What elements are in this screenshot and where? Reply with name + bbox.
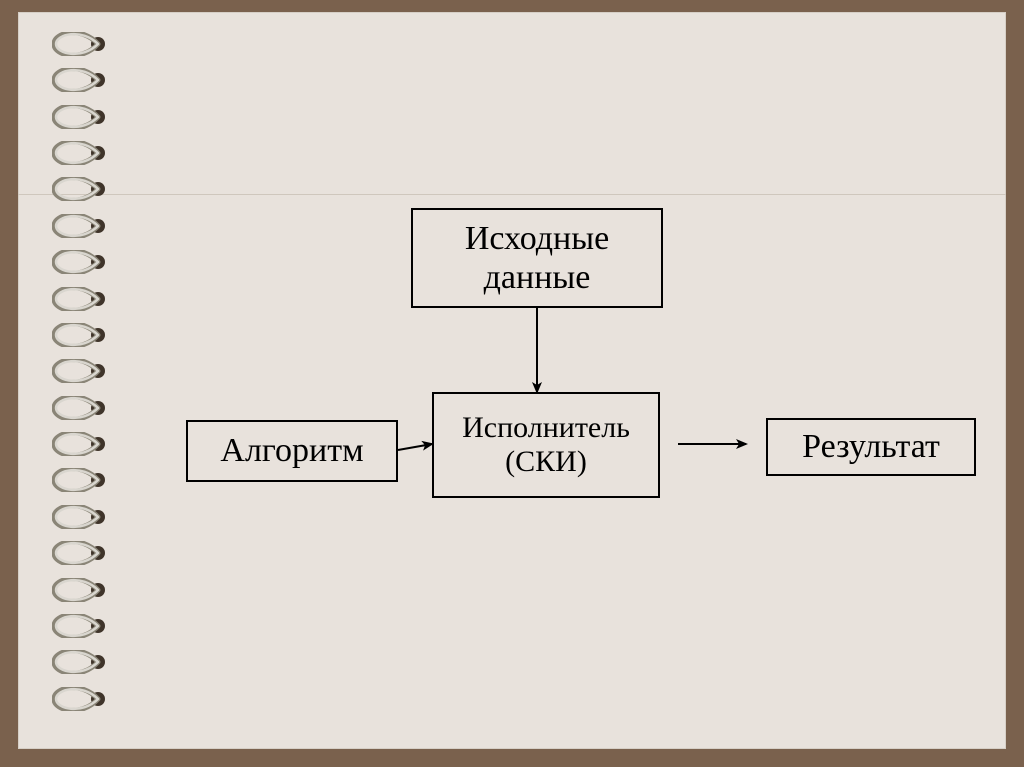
flowchart: Исходные данные Алгоритм Исполнитель (СК… [18, 12, 1006, 749]
node-result: Результат [766, 418, 976, 476]
node-label: Исполнитель (СКИ) [462, 411, 630, 480]
flowchart-arrows [18, 12, 1006, 749]
node-input-data: Исходные данные [411, 208, 663, 308]
node-label: Результат [802, 427, 940, 466]
node-algorithm: Алгоритм [186, 420, 398, 482]
node-label: Алгоритм [220, 431, 363, 470]
slide-frame: Исходные данные Алгоритм Исполнитель (СК… [0, 0, 1024, 767]
node-label: Исходные данные [465, 219, 609, 297]
node-executor: Исполнитель (СКИ) [432, 392, 660, 498]
slide-page: Исходные данные Алгоритм Исполнитель (СК… [18, 12, 1006, 749]
